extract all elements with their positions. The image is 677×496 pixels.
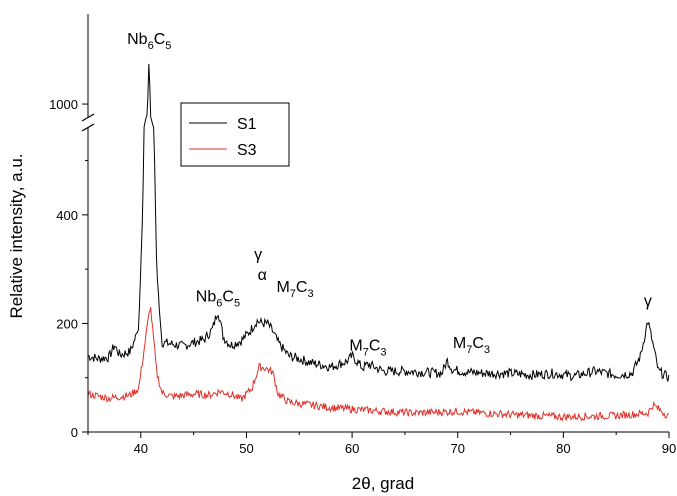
- y-tick-label: 0: [71, 425, 78, 440]
- series-line-s1: [87, 63, 670, 382]
- peak-label: M7C3: [453, 335, 490, 356]
- x-tick-label: 80: [556, 441, 570, 456]
- x-tick-label: 40: [134, 441, 148, 456]
- peak-label: M7C3: [349, 338, 386, 359]
- legend-label-s1: S1: [237, 116, 257, 133]
- axis-break-mark-upper: [81, 113, 95, 122]
- legend: S1 S3: [180, 102, 290, 167]
- y-axis-title: Relative intensity, a.u.: [7, 153, 26, 318]
- peak-label: γ: [254, 246, 262, 263]
- x-tick-label: 50: [239, 441, 253, 456]
- x-axis-title: 2θ, grad: [352, 474, 414, 493]
- axis-break-mark-lower: [81, 123, 95, 132]
- legend-box: [180, 102, 290, 167]
- legend-label-s3: S3: [237, 142, 257, 159]
- peak-label: γ: [644, 293, 652, 310]
- peak-label: Nb6C5: [127, 31, 171, 52]
- x-tick-label: 90: [662, 441, 676, 456]
- y-tick-label: 200: [56, 316, 78, 331]
- x-tick-label: 70: [450, 441, 464, 456]
- axes: [81, 14, 669, 433]
- peak-label: Nb6C5: [196, 289, 240, 310]
- peak-label: α: [258, 267, 267, 284]
- peak-label: M7C3: [276, 279, 313, 300]
- tick-marks: 40 50 60 70 80 90 0 200 400 1000: [49, 97, 676, 456]
- plot-area: [87, 63, 670, 422]
- x-tick-label: 60: [345, 441, 359, 456]
- y-tick-label: 1000: [49, 97, 78, 112]
- y-tick-label: 400: [56, 208, 78, 223]
- series-line-s3: [87, 307, 669, 422]
